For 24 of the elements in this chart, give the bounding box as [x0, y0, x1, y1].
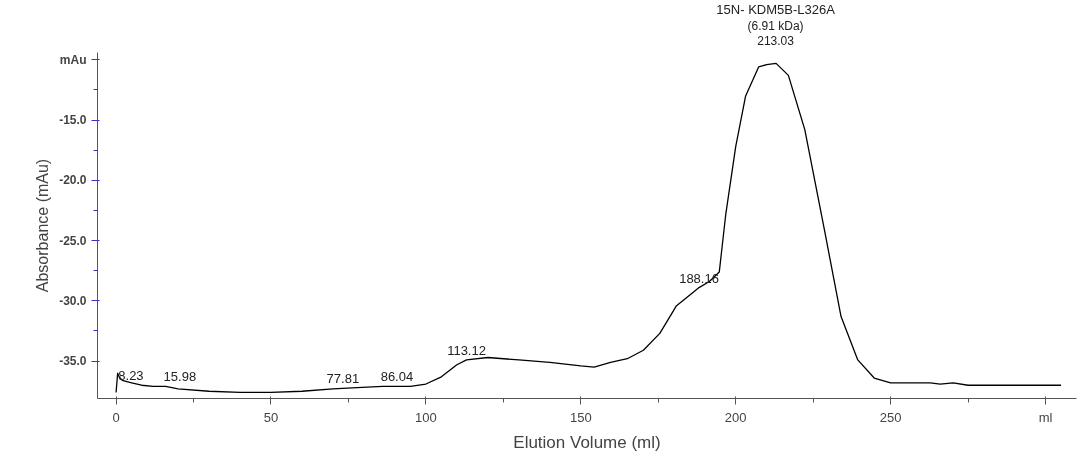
y-tick-label: mAu	[59, 52, 87, 67]
annotation: 86.04	[380, 369, 414, 385]
y-tick-label: -20.0	[59, 173, 87, 188]
y-tick-label: -25.0	[59, 233, 87, 248]
x-tick-label: 100	[415, 409, 437, 425]
y-axis-title: Absorbance (mAu)	[34, 158, 52, 293]
annotation: 113.12	[447, 342, 486, 358]
x-tick-label: 200	[724, 409, 747, 425]
x-tick-label: 50	[263, 409, 279, 425]
annotation: 213.03	[757, 33, 794, 50]
line-series	[115, 62, 1062, 394]
text: (6.91 kDa)	[747, 17, 804, 35]
x-tick-label: 150	[569, 409, 592, 425]
annotation: 8.23	[118, 368, 144, 384]
y-tick-label: -15.0	[59, 113, 87, 128]
y-tick-label: -30.0	[59, 293, 87, 308]
y-tick-label: -35.0	[59, 354, 87, 369]
annotation: 77.81	[326, 370, 360, 386]
x-tick-label: ml	[1038, 409, 1053, 425]
annotation: 15.98	[163, 369, 197, 385]
x-axis-title: Elution Volume (ml)	[513, 432, 661, 452]
x-tick-label: 0	[112, 409, 120, 425]
x-tick-label: 250	[879, 409, 902, 425]
text: 15N- KDM5B-L326A	[716, 1, 835, 20]
